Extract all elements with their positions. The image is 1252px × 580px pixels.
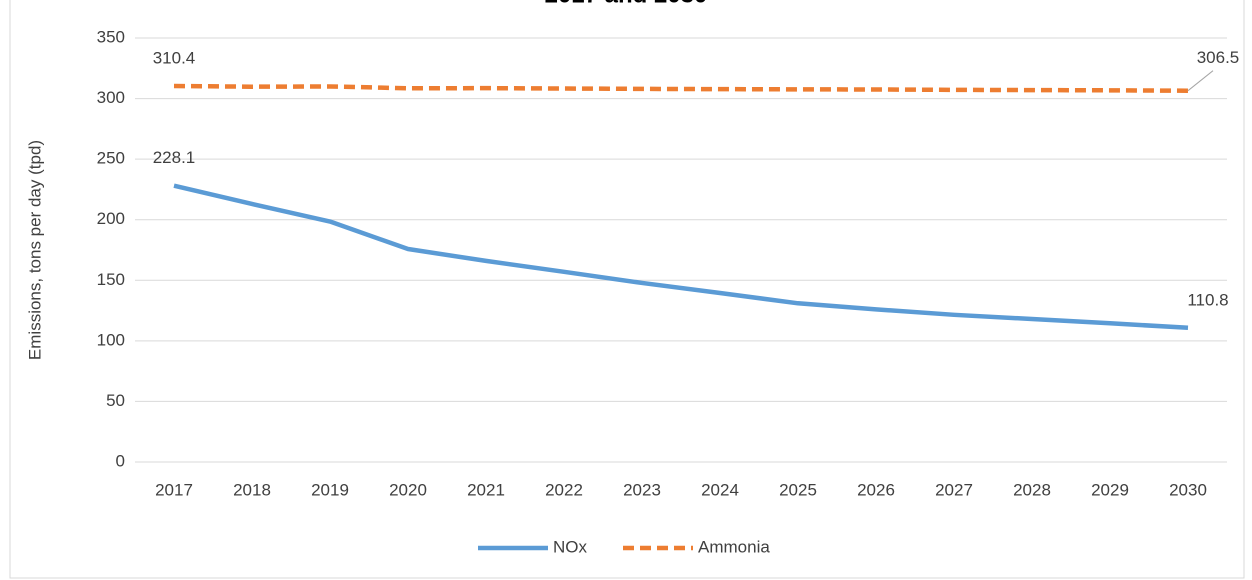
x-tick-label: 2027 (935, 480, 973, 499)
y-tick-label: 350 (97, 27, 125, 46)
y-axis-label: Emissions, tons per day (tpd) (25, 140, 44, 360)
data-label: 228.1 (153, 148, 196, 167)
x-tick-label: 2029 (1091, 480, 1129, 499)
chart-border (9, 0, 1245, 579)
legend-label: NOx (553, 537, 588, 556)
y-tick-label: 150 (97, 270, 125, 289)
x-tick-label: 2020 (389, 480, 427, 499)
y-tick-label: 50 (106, 391, 125, 410)
y-tick-label: 0 (116, 451, 125, 470)
x-tick-label: 2025 (779, 480, 817, 499)
x-tick-label: 2028 (1013, 480, 1051, 499)
data-label: 310.4 (153, 48, 196, 67)
series-line (173, 183, 1189, 331)
x-tick-label: 2018 (233, 480, 271, 499)
y-tick-label: 250 (97, 149, 125, 168)
x-tick-label: 2021 (467, 480, 505, 499)
x-tick-label: 2026 (857, 480, 895, 499)
chart-title: 2017 and 2030 (545, 0, 708, 8)
x-tick-label: 2019 (311, 480, 349, 499)
y-tick-label: 100 (97, 330, 125, 349)
x-tick-label: 2017 (155, 480, 193, 499)
data-label: 306.5 (1197, 48, 1240, 67)
y-tick-label: 300 (97, 88, 125, 107)
y-tick-label: 200 (97, 209, 125, 228)
x-tick-label: 2023 (623, 480, 661, 499)
x-tick-label: 2024 (701, 480, 739, 499)
x-tick-label: 2022 (545, 480, 583, 499)
data-label: 110.8 (1187, 290, 1228, 309)
leader-line (1187, 70, 1214, 92)
x-tick-label: 2030 (1169, 480, 1207, 499)
legend-label: Ammonia (698, 537, 770, 556)
